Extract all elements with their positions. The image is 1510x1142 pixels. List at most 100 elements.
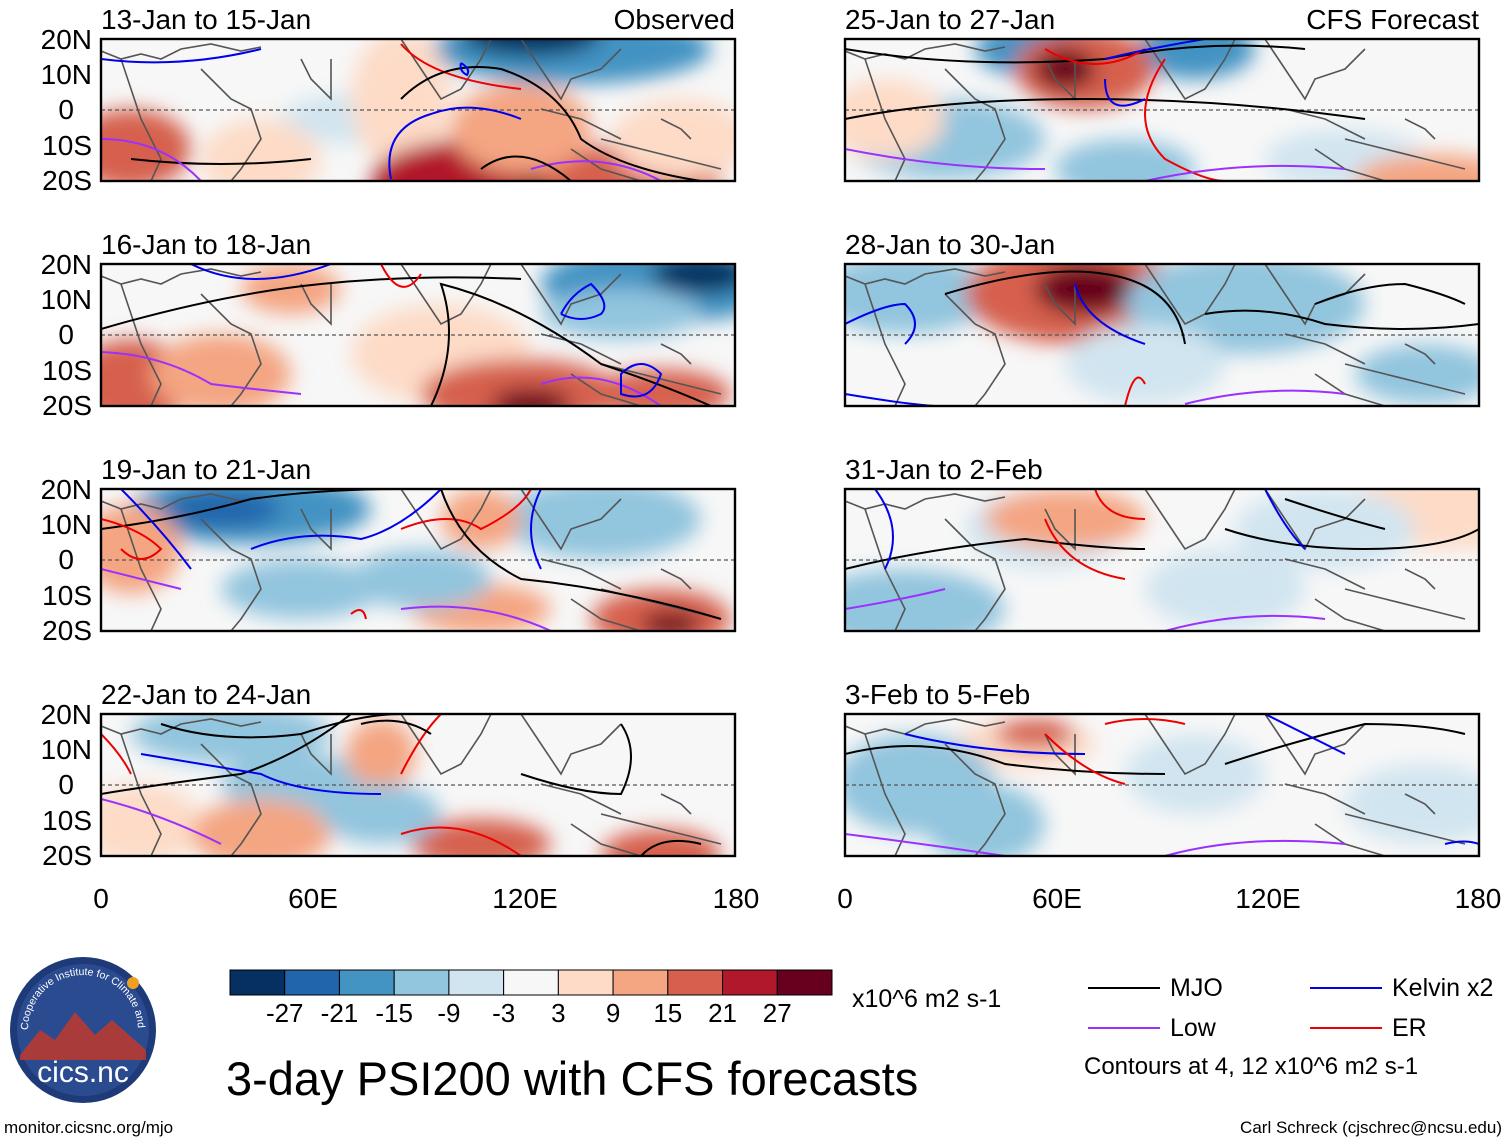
panel-frame — [843, 712, 1481, 858]
colorbar-label: 9 — [606, 998, 620, 1028]
lat-label: 20S — [42, 390, 92, 421]
coastline — [1144, 264, 1236, 326]
coastline — [1344, 813, 1466, 845]
coastline — [660, 793, 692, 815]
panel-frame — [99, 487, 737, 633]
colorbar-swatch — [284, 969, 340, 996]
credit-left: monitor.cicsnc.org/mjo — [4, 1118, 173, 1137]
wave-contour — [874, 489, 894, 570]
coastlines — [101, 264, 722, 406]
panels-layer: 13-Jan to 15-Jan Observed 16-Jan to 18-Jan… — [99, 4, 1481, 858]
colorbar-label: -15 — [375, 998, 413, 1028]
lat-label: 0 — [58, 769, 74, 800]
coastline — [1264, 264, 1366, 326]
wave-contour — [1224, 722, 1466, 765]
panel-frame — [843, 487, 1481, 633]
wave-contour — [400, 66, 702, 181]
wave-contour — [944, 270, 1186, 345]
anomaly-blob — [1345, 764, 1479, 844]
anomaly-blob — [601, 829, 721, 856]
wave-contour — [400, 43, 522, 90]
coastline — [1284, 558, 1366, 590]
coastline — [1344, 588, 1466, 620]
anomaly-blob — [101, 504, 181, 594]
wave-contour — [1074, 283, 1146, 345]
coastline — [540, 783, 622, 815]
coastline — [540, 333, 622, 365]
wave-contour — [101, 568, 182, 590]
coastline — [600, 363, 722, 395]
anomaly-blob — [845, 264, 995, 334]
wave-contour — [1104, 78, 1146, 107]
anomaly-blob — [641, 612, 701, 631]
wave-contour — [1264, 489, 1306, 550]
lat-label: 20N — [41, 699, 92, 730]
wave-contour — [120, 489, 192, 570]
wave-contour — [400, 605, 552, 631]
colorbar-label: 27 — [763, 998, 792, 1028]
wave-contour — [400, 826, 522, 856]
lat-label: 0 — [58, 94, 74, 125]
coastline — [1264, 714, 1366, 776]
anomaly-blob — [1355, 154, 1479, 181]
wave-contours — [101, 264, 712, 406]
anomaly-blob — [191, 799, 331, 856]
lat-label: 20S — [42, 165, 92, 196]
coastline — [1404, 568, 1436, 590]
coastline — [845, 268, 1006, 285]
lat-label: 0 — [58, 544, 74, 575]
wave-contour — [1284, 498, 1386, 530]
anomaly-blob — [421, 359, 621, 406]
coastline — [1404, 343, 1436, 365]
anomaly-blob — [985, 489, 1145, 549]
coastline — [1344, 363, 1466, 395]
wave-contour — [1094, 489, 1146, 520]
coastline — [540, 558, 622, 590]
lat-label: 20S — [42, 615, 92, 646]
colorbar-label: -3 — [492, 998, 515, 1028]
anomaly-blob — [591, 369, 731, 406]
lat-label: 20S — [42, 840, 92, 871]
colorbar-swatch — [722, 969, 778, 996]
colorbar-swatch — [448, 969, 505, 996]
colorbar-swatch — [667, 969, 724, 996]
anomaly-blob — [131, 714, 331, 764]
lat-label: 20N — [41, 249, 92, 280]
wave-contour — [101, 351, 302, 395]
wave-contour — [388, 106, 522, 180]
lat-label: 0 — [58, 319, 74, 350]
anomaly-blob — [321, 784, 441, 844]
legend-label-mjo: MJO — [1170, 974, 1223, 1002]
coastline — [520, 264, 622, 326]
coastline — [400, 489, 492, 551]
coastline — [200, 68, 262, 181]
lon-label-right: 60E — [1032, 883, 1082, 914]
legend-label-kelvin: Kelvin x2 — [1392, 974, 1493, 1002]
legend-label-er: ER — [1392, 1014, 1427, 1042]
anomaly-shading — [101, 39, 735, 181]
wave-contour — [1144, 58, 1226, 181]
wave-contour — [530, 489, 542, 570]
wave-contour — [845, 833, 1006, 856]
wave-contour — [1264, 714, 1346, 755]
lat-label: 10N — [41, 734, 92, 765]
coastline — [101, 718, 262, 735]
coastline — [520, 714, 622, 776]
coastline — [1264, 39, 1366, 101]
wave-contour — [400, 714, 442, 775]
wave-contour — [1144, 164, 1346, 181]
wave-contour — [250, 489, 442, 550]
wave-contour — [101, 138, 202, 181]
coastline — [944, 518, 1006, 631]
map-panel: 16-Jan to 18-Jan — [99, 229, 737, 408]
coastline — [300, 283, 332, 326]
anomaly-blob — [651, 264, 735, 294]
wave-contour — [1224, 528, 1479, 551]
wave-contour — [459, 62, 470, 77]
panel-title: 16-Jan to 18-Jan — [101, 229, 311, 260]
lon-label-left: 60E — [288, 883, 338, 914]
anomaly-blob — [351, 549, 491, 609]
coastline — [520, 39, 622, 101]
anomaly-shading — [845, 719, 1479, 856]
wave-contour — [845, 745, 1166, 775]
